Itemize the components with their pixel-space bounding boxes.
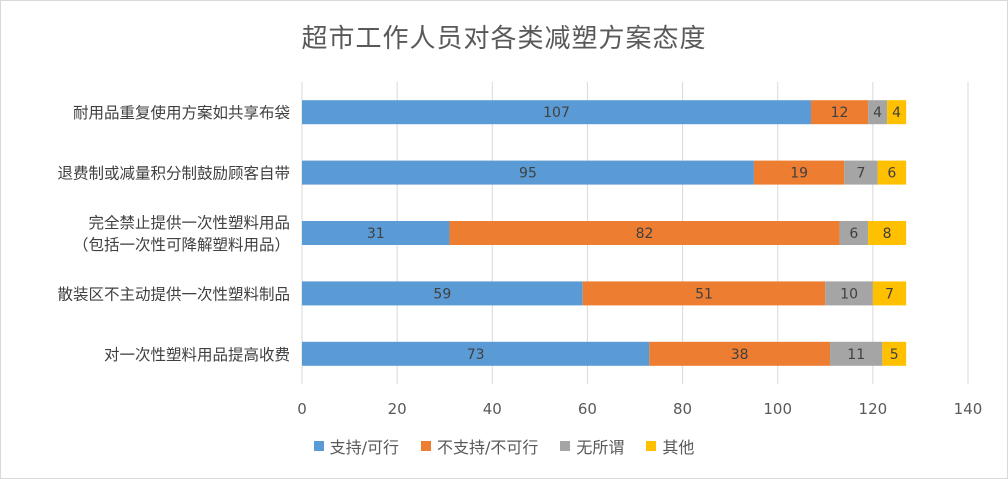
bar-segment	[302, 221, 450, 245]
bar-segment	[302, 160, 754, 185]
data-label: 5	[890, 347, 899, 363]
bar-segment	[839, 221, 869, 245]
data-label: 6	[849, 226, 858, 242]
chart-title: 超市工作人员对各类减塑方案态度	[301, 24, 707, 54]
bar-segment	[811, 100, 869, 125]
data-label: 59	[433, 286, 451, 302]
data-label: 73	[467, 347, 485, 363]
data-label: 31	[367, 226, 385, 242]
bar-segment	[868, 221, 907, 245]
category-label: 散装区不主动提供一次性塑料制品	[57, 285, 290, 303]
bar-segment	[872, 281, 907, 306]
category-label: 对一次性塑料用品提高收费	[104, 346, 290, 364]
data-label: 8	[883, 226, 892, 242]
legend-item: 支持/可行	[313, 434, 399, 458]
x-tick-label: 120	[859, 400, 888, 418]
x-tick-label: 140	[954, 400, 983, 418]
legend-label: 其他	[662, 438, 695, 457]
data-label: 4	[873, 105, 882, 121]
data-label: 10	[840, 286, 858, 302]
chart-legend: 支持/可行 不支持/不可行 无所谓 其他	[0, 434, 1008, 458]
bar-segment	[887, 100, 907, 125]
legend-swatch	[560, 441, 571, 451]
bar-segment	[753, 160, 845, 185]
bar-segment	[582, 281, 826, 306]
data-label: 12	[831, 105, 849, 121]
data-label: 7	[857, 166, 866, 182]
data-label: 95	[519, 166, 537, 182]
data-label: 38	[731, 347, 749, 363]
bar-segment	[302, 100, 812, 125]
category-label: 耐用品重复使用方案如共享布袋	[73, 104, 290, 122]
category-label: 退费制或减量积分制鼓励顾客自带	[57, 165, 290, 183]
legend-item: 不支持/不可行	[420, 434, 539, 458]
category-label: 完全禁止提供一次性塑料用品（包括一次性可降解塑料用品）	[73, 214, 290, 254]
x-tick-label: 60	[578, 400, 597, 418]
legend-item: 其他	[646, 434, 694, 458]
data-label: 107	[543, 105, 570, 121]
bar-segment	[868, 100, 888, 125]
legend-swatch	[646, 441, 657, 451]
x-tick-label: 80	[673, 400, 692, 418]
data-label: 82	[636, 226, 654, 242]
legend-swatch	[313, 441, 324, 451]
data-label: 11	[847, 347, 865, 363]
bar-segment	[825, 281, 873, 306]
legend-label: 支持/可行	[329, 438, 399, 457]
x-tick-label: 40	[483, 400, 502, 418]
legend-label: 无所谓	[576, 438, 625, 457]
legend-label: 不支持/不可行	[436, 438, 539, 457]
data-label: 4	[892, 105, 901, 121]
bar-segment	[449, 221, 840, 245]
bar-segment	[649, 341, 831, 366]
bar-segment	[302, 341, 650, 366]
data-label: 51	[695, 286, 713, 302]
bar-segment	[830, 341, 883, 366]
bar-segment	[877, 160, 907, 185]
data-label: 19	[790, 166, 808, 182]
bar-segment	[844, 160, 878, 185]
bar-segment	[302, 281, 583, 306]
x-tick-label: 20	[388, 400, 407, 418]
legend-swatch	[420, 441, 431, 451]
data-label: 7	[885, 286, 894, 302]
x-tick-label: 0	[297, 400, 307, 418]
data-label: 6	[887, 166, 896, 182]
x-tick-label: 100	[763, 400, 792, 418]
bar-segment	[882, 341, 907, 366]
legend-item: 无所谓	[560, 434, 624, 458]
